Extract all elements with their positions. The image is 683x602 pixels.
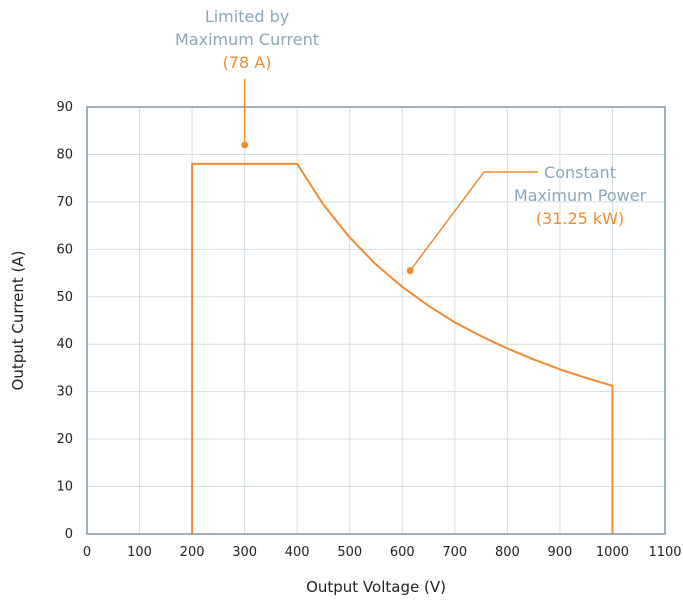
- x-tick-label: 200: [180, 545, 205, 560]
- plot-frame: [86, 106, 666, 535]
- y-tick-label: 70: [56, 195, 73, 210]
- annotation-text: Limited by: [205, 7, 289, 26]
- x-tick-label: 100: [127, 545, 152, 560]
- curve-layer: [191, 162, 614, 534]
- y-tick-label: 0: [65, 527, 73, 542]
- x-tick-label: 1100: [648, 545, 681, 560]
- annotation-value: (78 A): [223, 53, 272, 72]
- y-tick-label: 40: [56, 337, 73, 352]
- x-axis-title: Output Voltage (V): [306, 578, 446, 596]
- y-tick-label: 90: [56, 100, 73, 115]
- series-line: [191, 162, 614, 534]
- x-tick-label: 1000: [596, 545, 629, 560]
- x-tick-label: 500: [337, 545, 362, 560]
- annotation-text: Maximum Current: [175, 30, 319, 49]
- y-tick-label: 80: [56, 147, 73, 162]
- y-axis-title: Output Current (A): [9, 251, 27, 391]
- x-tick-label: 900: [547, 545, 572, 560]
- x-tick-label: 700: [442, 545, 467, 560]
- y-tick-label: 60: [56, 242, 73, 257]
- annotations: Limited by Maximum Current (78 A) Constant M…: [175, 7, 647, 275]
- y-tick-label: 10: [56, 480, 73, 495]
- annotation-leader: [409, 171, 538, 272]
- x-tick-label: 400: [285, 545, 310, 560]
- annotation-text: Constant: [544, 163, 616, 182]
- annotation-text: Maximum Power: [514, 186, 647, 205]
- x-tick-label: 0: [83, 545, 91, 560]
- y-tick-labels: 0 10 20 30 40 50 60 70 80 90: [56, 100, 73, 542]
- x-tick-label: 600: [390, 545, 415, 560]
- y-tick-label: 30: [56, 385, 73, 400]
- y-tick-label: 50: [56, 290, 73, 305]
- x-tick-label: 300: [232, 545, 257, 560]
- x-tick-label: 800: [495, 545, 520, 560]
- annotation-value: (31.25 kW): [536, 209, 624, 228]
- x-tick-labels: 0 100 200 300 400 500 600 700 800 900 1000 1100: [83, 545, 682, 560]
- y-tick-label: 20: [56, 432, 73, 447]
